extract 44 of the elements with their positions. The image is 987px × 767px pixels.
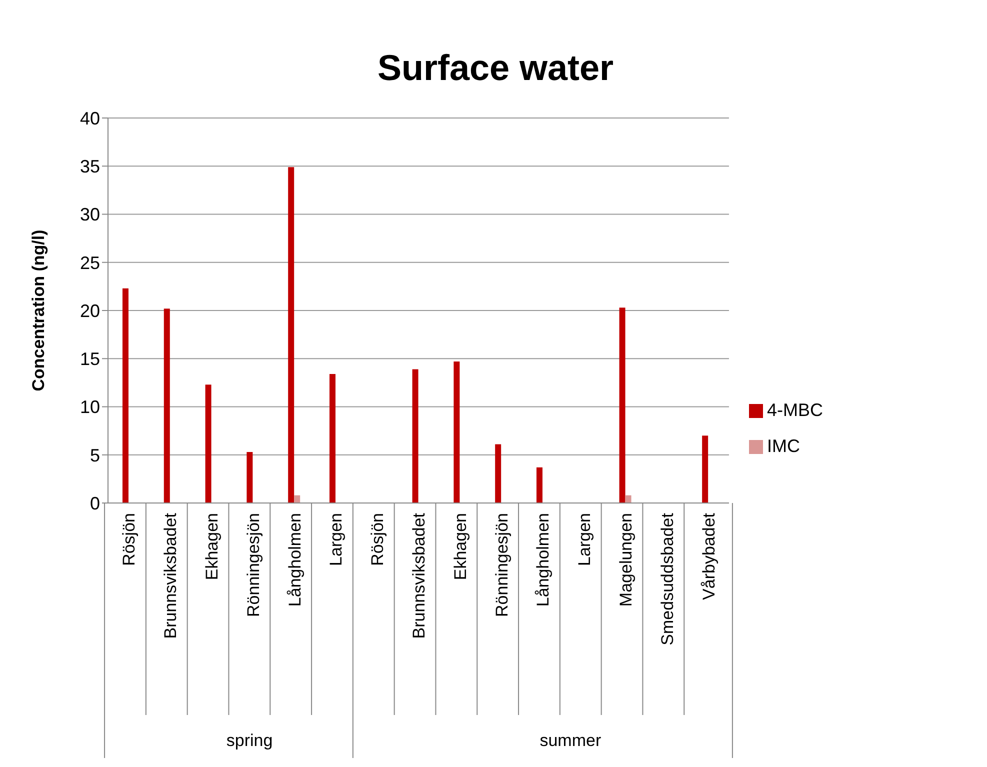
y-tick-label: 35 — [80, 156, 100, 177]
bar — [205, 384, 212, 503]
bar — [412, 369, 418, 503]
x-tick-label: Långholmen — [534, 513, 553, 607]
x-tick-label: Brunnsviksbadet — [409, 512, 428, 639]
bar — [454, 362, 460, 503]
bar — [536, 467, 542, 503]
legend-label: IMC — [766, 436, 800, 456]
x-tick-label: Smedsuddsbadet — [658, 512, 677, 646]
x-tick-label: Ekhagen — [450, 513, 470, 580]
y-tick-label: 40 — [80, 108, 100, 128]
y-tick-label: 30 — [80, 204, 100, 225]
bar — [625, 495, 632, 503]
legend-label: 4-MBC — [766, 400, 823, 420]
x-tick-label: Magelungen — [616, 513, 636, 607]
bar — [294, 495, 300, 503]
x-tick-label: Rösjön — [368, 513, 388, 566]
x-tick-label: Rösjön — [120, 513, 139, 566]
x-tick-label: Långholmen — [285, 513, 304, 607]
y-tick-label: 20 — [80, 300, 100, 321]
bar — [122, 288, 128, 503]
y-tick-label: 15 — [80, 349, 100, 370]
bar — [288, 167, 294, 503]
x-tick-label: Brunnsviksbadet — [161, 512, 180, 639]
text: spring — [226, 731, 273, 750]
bar — [702, 436, 708, 503]
y-tick-label: 25 — [80, 252, 100, 273]
x-tick-label: Rönningesjön — [244, 513, 263, 617]
x-tick-label: Rönningesjön — [492, 513, 512, 617]
x-tick-label: Ekhagen — [202, 513, 222, 580]
y-tick-label: 0 — [90, 493, 100, 514]
y-tick-label: 10 — [80, 397, 100, 418]
bar — [329, 374, 336, 503]
bar — [246, 452, 253, 503]
x-tick-label: Vårbybadet — [699, 512, 718, 600]
bar — [619, 308, 626, 503]
y-axis-title: Concentration (ng/l) — [29, 230, 48, 392]
text: summer — [540, 731, 602, 750]
bar — [495, 444, 502, 503]
y-tick-label: 5 — [90, 445, 100, 466]
x-tick-label: Largen — [326, 513, 346, 566]
bar — [164, 308, 170, 503]
x-tick-label: Largen — [575, 513, 594, 566]
chart-title: Surface water — [376, 46, 615, 90]
